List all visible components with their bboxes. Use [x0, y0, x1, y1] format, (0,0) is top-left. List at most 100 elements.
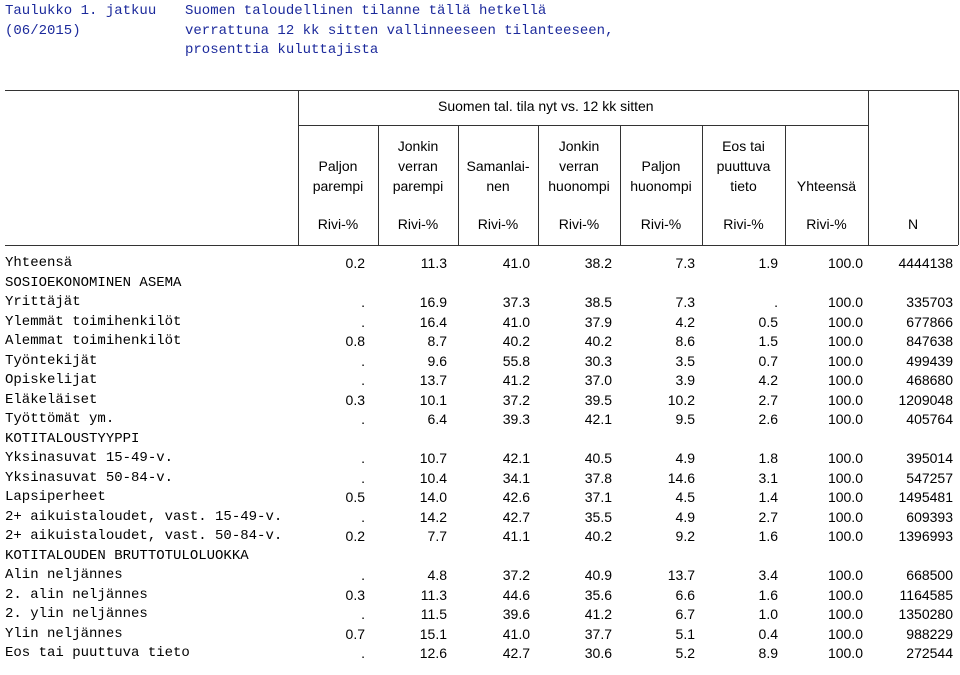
cell-value: 4.2	[675, 313, 695, 330]
unit-header: Rivi-%	[723, 216, 764, 232]
cell-value: .	[361, 450, 365, 466]
table-rule	[702, 125, 703, 245]
cell-value: 3.4	[758, 567, 778, 583]
cell-value: 39.5	[584, 391, 612, 408]
row-label: Alin neljännes	[5, 567, 123, 583]
unit-header: Rivi-%	[806, 216, 847, 232]
cell-value: .	[361, 313, 365, 330]
cell-value: .	[361, 294, 365, 310]
cell-value: 0.4	[758, 625, 778, 642]
unit-header: Rivi-%	[640, 216, 682, 232]
cell-value: 8.6	[675, 333, 695, 349]
row-label: 2+ aikuistaloudet, vast. 15-49-v.	[5, 508, 283, 525]
cell-value: 4.5	[675, 489, 695, 505]
cell-value: 11.3	[420, 586, 447, 603]
cell-value: 1.6	[758, 528, 778, 544]
row-label: 2. alin neljännes	[5, 586, 148, 603]
row-label: 2+ aikuistaloudet, vast. 50-84-v.	[5, 528, 283, 544]
table-rule	[298, 90, 299, 245]
cell-value: 42.7	[502, 508, 530, 525]
cell-value: 4.9	[675, 450, 695, 466]
cell-value: 1495481	[898, 489, 953, 505]
cell-value: 3.5	[675, 352, 695, 369]
cell-value: 41.0	[502, 313, 530, 330]
column-header: huonompi	[548, 178, 610, 194]
cell-value: 37.8	[584, 469, 612, 486]
title-left: (06/2015)	[5, 22, 81, 39]
cell-value: 42.1	[502, 450, 530, 466]
table-rule	[458, 125, 459, 245]
cell-value: 7.3	[675, 294, 695, 310]
cell-value: 609393	[906, 508, 953, 525]
column-header: verran	[398, 158, 438, 174]
cell-value: 1.6	[758, 586, 778, 603]
cell-value: 13.7	[419, 372, 447, 388]
cell-value: 6.4	[427, 411, 447, 427]
cell-value: 100.0	[827, 567, 863, 583]
cell-value: .	[361, 469, 365, 486]
cell-value: 547257	[906, 469, 953, 486]
section-label: KOTITALOUDEN BRUTTOTULOLUOKKA	[5, 547, 249, 564]
row-label: Lapsiperheet	[5, 489, 106, 505]
cell-value: 15.1	[419, 625, 447, 642]
cell-value: 0.7	[345, 625, 365, 642]
cell-value: 37.3	[502, 294, 530, 310]
section-label: SOSIOEKONOMINEN ASEMA	[5, 274, 182, 291]
column-header: Jonkin	[558, 138, 600, 154]
column-header: tieto	[730, 178, 757, 194]
cell-value: 0.2	[345, 255, 365, 271]
cell-value: 40.2	[584, 333, 612, 349]
cell-value: 499439	[906, 352, 953, 369]
table-rule	[5, 90, 958, 91]
cell-value: 34.1	[502, 469, 530, 486]
column-header: parempi	[392, 178, 444, 194]
cell-value: 35.5	[584, 508, 612, 525]
cell-value: 468680	[906, 372, 953, 388]
cell-value: 668500	[906, 567, 953, 583]
cell-value: 5.2	[675, 645, 695, 661]
cell-value: 8.9	[758, 645, 778, 661]
cell-value: 40.2	[502, 333, 530, 349]
cell-value: 100.0	[827, 586, 863, 603]
cell-value: 100.0	[827, 450, 863, 466]
column-header: Yhteensä	[796, 178, 857, 194]
cell-value: 14.0	[419, 489, 447, 505]
title-left: Taulukko 1. jatkuu	[5, 3, 157, 19]
row-label: Työttömät ym.	[5, 411, 115, 427]
column-header: nen	[486, 178, 510, 194]
cell-value: 100.0	[827, 469, 863, 486]
cell-value: .	[361, 411, 365, 427]
cell-value: 0.2	[345, 528, 365, 544]
row-label: 2. ylin neljännes	[5, 606, 148, 622]
cell-value: 1.0	[758, 606, 778, 622]
cell-value: 1.8	[758, 450, 778, 466]
cell-value: 100.0	[827, 391, 863, 408]
cell-value: 5.1	[675, 625, 695, 642]
cell-value: .	[361, 352, 365, 369]
cell-value: 39.3	[502, 411, 530, 427]
cell-value: 100.0	[827, 489, 863, 505]
cell-value: 1350280	[898, 606, 953, 622]
cell-value: 0.3	[345, 586, 365, 603]
cell-value: 42.7	[502, 645, 530, 661]
cell-value: 40.9	[584, 567, 612, 583]
title-right: Suomen taloudellinen tilanne tällä hetke…	[185, 3, 547, 19]
cell-value: 100.0	[827, 606, 863, 622]
cell-value: 9.2	[675, 528, 695, 544]
cell-value: 37.7	[584, 625, 612, 642]
cell-value: 988229	[906, 625, 953, 642]
row-label: Ylemmät toimihenkilöt	[5, 313, 182, 330]
unit-header: Rivi-%	[317, 216, 359, 232]
cell-value: 100.0	[827, 645, 863, 661]
cell-value: 100.0	[827, 313, 863, 330]
cell-value: 1164585	[899, 586, 953, 603]
cell-value: 41.0	[502, 625, 530, 642]
cell-value: 30.3	[584, 352, 612, 369]
row-label: Ylin neljännes	[5, 625, 123, 642]
cell-value: 335703	[906, 294, 953, 310]
cell-value: 100.0	[827, 625, 863, 642]
cell-value: 30.6	[584, 645, 612, 661]
cell-value: 100.0	[827, 411, 863, 427]
cell-value: 1396993	[898, 528, 953, 544]
cell-value: 37.2	[502, 567, 530, 583]
